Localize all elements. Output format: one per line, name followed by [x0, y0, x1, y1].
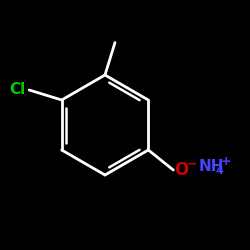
Text: +: + [220, 155, 231, 168]
Text: Cl: Cl [9, 82, 26, 98]
Text: NH: NH [198, 159, 224, 174]
Text: O: O [174, 161, 189, 179]
Text: 4: 4 [215, 166, 223, 176]
Text: −: − [186, 158, 197, 171]
